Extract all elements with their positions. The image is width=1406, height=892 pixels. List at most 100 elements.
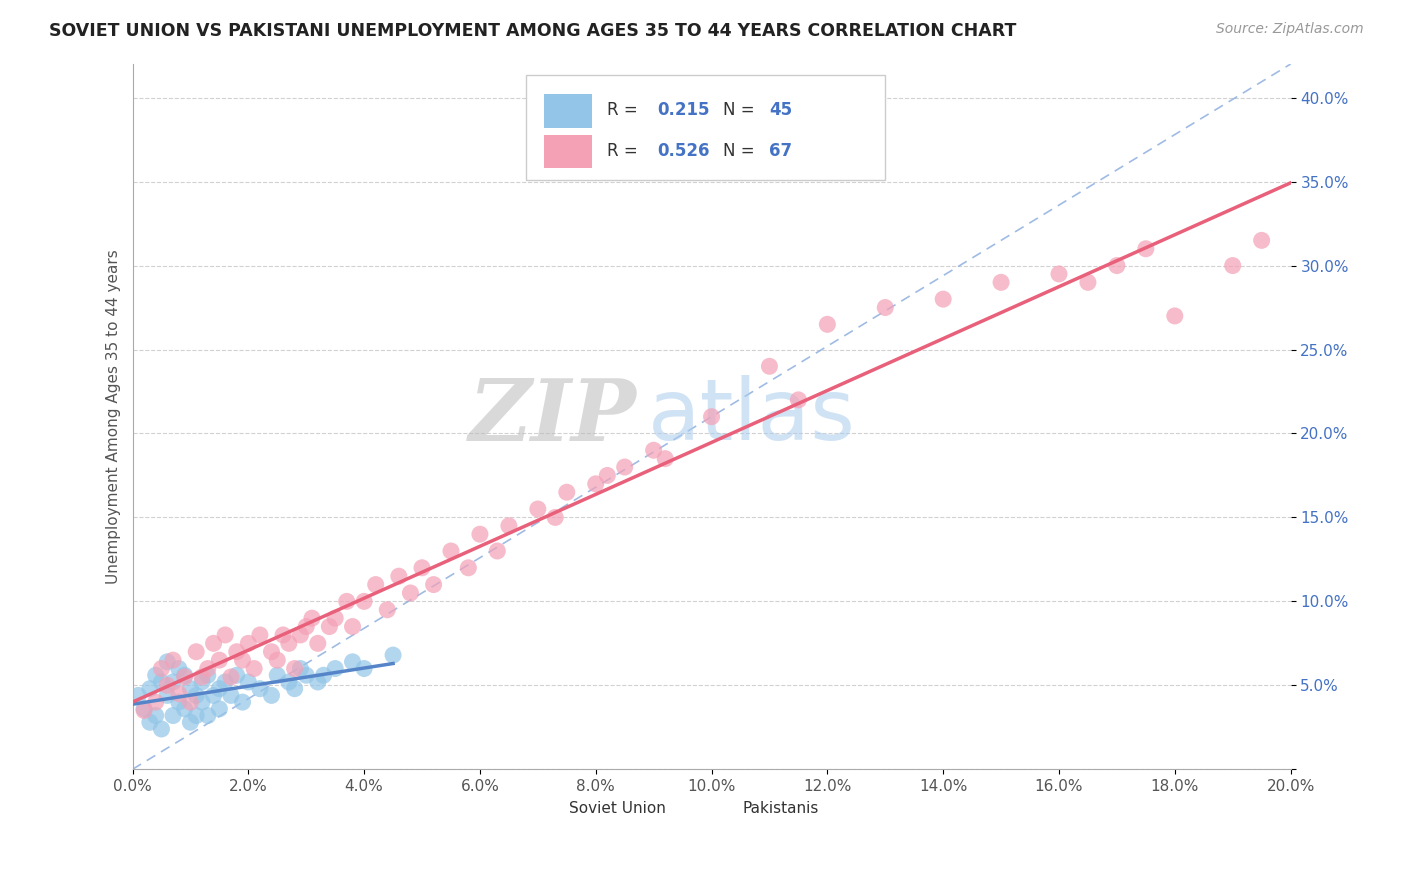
Point xyxy=(295,619,318,633)
Point xyxy=(342,655,364,669)
Point xyxy=(486,544,509,558)
Point xyxy=(127,689,149,703)
Point xyxy=(150,675,173,690)
Text: 0.526: 0.526 xyxy=(657,142,710,160)
Point xyxy=(266,668,288,682)
Point xyxy=(342,619,364,633)
Point xyxy=(290,661,312,675)
Point xyxy=(1047,267,1070,281)
Point xyxy=(284,681,307,696)
Point xyxy=(219,670,242,684)
FancyBboxPatch shape xyxy=(700,799,733,819)
Point xyxy=(219,689,242,703)
Point xyxy=(875,301,897,315)
Point xyxy=(307,675,329,690)
Point xyxy=(643,443,665,458)
Point xyxy=(231,653,253,667)
Point xyxy=(1222,259,1244,273)
Point xyxy=(990,276,1012,290)
Point xyxy=(156,689,179,703)
Point xyxy=(173,668,195,682)
Point xyxy=(353,594,375,608)
Point xyxy=(238,636,260,650)
Point xyxy=(173,670,195,684)
FancyBboxPatch shape xyxy=(544,135,592,169)
Point xyxy=(1077,276,1099,290)
Point xyxy=(758,359,780,374)
Point xyxy=(260,645,283,659)
Point xyxy=(167,695,190,709)
Point xyxy=(382,648,405,662)
Point xyxy=(312,668,335,682)
Point xyxy=(231,695,253,709)
Point xyxy=(284,661,307,675)
Point xyxy=(399,586,422,600)
Point xyxy=(815,318,838,332)
Point xyxy=(150,661,173,675)
Point xyxy=(208,681,231,696)
Point xyxy=(422,577,444,591)
Point xyxy=(527,502,550,516)
Point xyxy=(208,702,231,716)
Point xyxy=(932,292,955,306)
Point xyxy=(139,681,162,696)
Point xyxy=(277,636,299,650)
Point xyxy=(150,722,173,736)
Text: Soviet Union: Soviet Union xyxy=(569,801,666,815)
Point xyxy=(318,619,340,633)
Point xyxy=(243,661,266,675)
Point xyxy=(290,628,312,642)
Point xyxy=(139,715,162,730)
Text: N =: N = xyxy=(723,142,761,160)
Point xyxy=(700,409,723,424)
Point xyxy=(364,577,387,591)
Text: 45: 45 xyxy=(769,101,793,119)
Point xyxy=(167,687,190,701)
Point xyxy=(498,518,520,533)
Point xyxy=(249,681,271,696)
Point xyxy=(301,611,323,625)
Point xyxy=(295,668,318,682)
Point xyxy=(388,569,411,583)
Point xyxy=(202,689,225,703)
Point xyxy=(787,392,810,407)
Point xyxy=(156,655,179,669)
Point xyxy=(260,689,283,703)
Y-axis label: Unemployment Among Ages 35 to 44 years: Unemployment Among Ages 35 to 44 years xyxy=(107,249,121,584)
Text: R =: R = xyxy=(607,101,644,119)
Text: 0.215: 0.215 xyxy=(657,101,710,119)
Point xyxy=(596,468,619,483)
Point xyxy=(323,661,346,675)
Point xyxy=(191,675,214,690)
Text: 67: 67 xyxy=(769,142,793,160)
Point xyxy=(336,594,359,608)
Text: SOVIET UNION VS PAKISTANI UNEMPLOYMENT AMONG AGES 35 TO 44 YEARS CORRELATION CHA: SOVIET UNION VS PAKISTANI UNEMPLOYMENT A… xyxy=(49,22,1017,40)
Point xyxy=(197,668,219,682)
Point xyxy=(1250,233,1272,247)
Point xyxy=(613,460,636,475)
Point xyxy=(186,689,208,703)
Point xyxy=(654,451,676,466)
Point xyxy=(277,675,299,690)
Point xyxy=(162,653,184,667)
Text: R =: R = xyxy=(607,142,644,160)
Point xyxy=(214,628,236,642)
Point xyxy=(353,661,375,675)
Point xyxy=(411,561,433,575)
Point xyxy=(214,675,236,690)
Point xyxy=(225,668,247,682)
Text: atlas: atlas xyxy=(648,376,856,458)
Point xyxy=(323,611,346,625)
Point xyxy=(191,695,214,709)
Point xyxy=(179,695,201,709)
Point xyxy=(197,708,219,723)
FancyBboxPatch shape xyxy=(544,94,592,128)
Point xyxy=(225,645,247,659)
Point xyxy=(132,704,155,718)
Point xyxy=(544,510,567,524)
Point xyxy=(1105,259,1128,273)
Point xyxy=(1135,242,1157,256)
Point xyxy=(179,681,201,696)
Point xyxy=(208,653,231,667)
Point xyxy=(440,544,463,558)
